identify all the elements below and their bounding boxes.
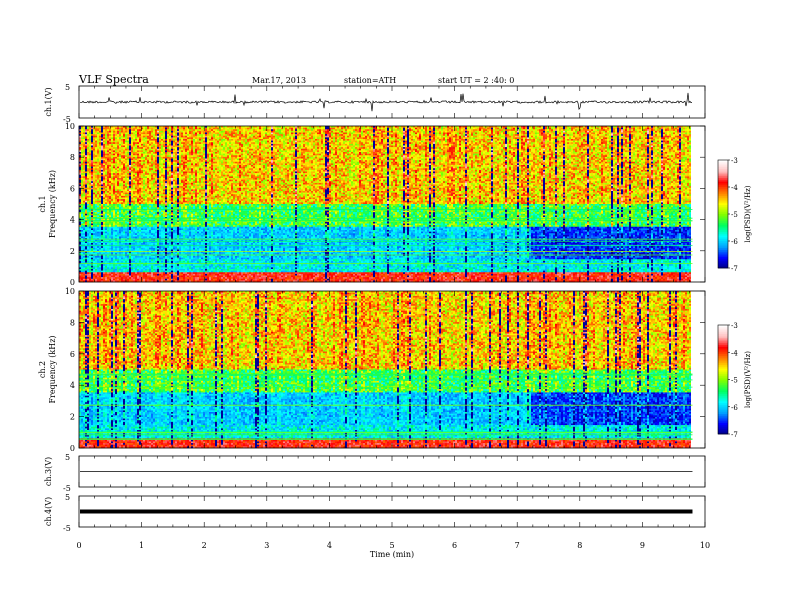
vlf-plot: 5-5ch.1(V)0246810ch.1 Frequency (kHz)-3-4… <box>0 0 792 612</box>
ch1-spectrogram-cbar-tick--6: -6 <box>731 238 738 246</box>
ch2-spectrogram-ytick-10: 10 <box>65 287 75 296</box>
ch2-spectrogram-channel-label: ch.2 <box>38 361 47 378</box>
ch2-spectrogram-cbar-tick--3: -3 <box>731 322 738 330</box>
ch2-spectrogram-heatmap <box>79 291 692 448</box>
ch1-spectrogram-cbar-label: log(PSD)(V²/Hz) <box>744 185 752 242</box>
ch1-spectrogram-cbar-tick--5: -5 <box>731 211 738 219</box>
ch3-waveform-ytick-bottom: -5 <box>63 484 71 493</box>
ch1-waveform-ylabel: ch.1(V) <box>44 87 53 116</box>
xtick-5: 5 <box>389 541 394 550</box>
ch4-waveform-trace <box>80 510 692 514</box>
ch1-spectrogram-ytick-4: 4 <box>70 216 75 225</box>
ch1-spectrogram-heatmap <box>79 126 692 282</box>
ch1-spectrogram-ytick-8: 8 <box>70 153 75 162</box>
ch1-spectrogram-ytick-10: 10 <box>65 122 75 131</box>
ch1-spectrogram-ylabel: Frequency (kHz) <box>48 170 57 238</box>
xtick-9: 9 <box>640 541 645 550</box>
ch2-spectrogram-cbar-tick--4: -4 <box>731 349 738 357</box>
ch2-spectrogram-ytick-6: 6 <box>70 350 75 359</box>
ch4-waveform-ytick-bottom: -5 <box>63 524 71 533</box>
ch2-spectrogram-colorbar <box>718 325 730 434</box>
ch1-spectrogram-colorbar <box>718 160 730 268</box>
ch2-spectrogram-ytick-4: 4 <box>70 381 75 390</box>
ch1-spectrogram-ytick-6: 6 <box>70 184 75 193</box>
ch1-spectrogram-cbar-tick--7: -7 <box>731 265 738 273</box>
ch2-spectrogram-cbar-label: log(PSD)(V²/Hz) <box>744 351 752 408</box>
ch4-waveform-ylabel: ch.4(V) <box>44 497 53 526</box>
xtick-1: 1 <box>139 541 144 550</box>
ch3-waveform-ylabel: ch.3(V) <box>44 457 53 486</box>
ch2-spectrogram-ylabel: Frequency (kHz) <box>48 335 57 403</box>
ch1-waveform-ytick-top: 5 <box>65 83 70 92</box>
ch3-waveform-ytick-top: 5 <box>65 453 70 462</box>
ch2-spectrogram-ytick-0: 0 <box>70 444 75 453</box>
xtick-0: 0 <box>76 541 81 550</box>
xtick-3: 3 <box>264 541 269 550</box>
xtick-10: 10 <box>700 541 710 550</box>
ch2-spectrogram-cbar-tick--5: -5 <box>731 377 738 385</box>
xtick-2: 2 <box>202 541 207 550</box>
ch2-spectrogram-ytick-2: 2 <box>70 413 75 422</box>
ch1-spectrogram-ytick-2: 2 <box>70 247 75 256</box>
ch4-waveform-ytick-top: 5 <box>65 493 70 502</box>
xtick-8: 8 <box>577 541 582 550</box>
ch1-waveform-trace <box>80 93 692 111</box>
xtick-4: 4 <box>327 541 332 550</box>
ch2-spectrogram-ytick-8: 8 <box>70 318 75 327</box>
x-axis-label: Time (min) <box>370 550 414 559</box>
ch2-spectrogram-cbar-tick--6: -6 <box>731 404 738 412</box>
ch1-spectrogram-cbar-tick--4: -4 <box>731 184 738 192</box>
ch1-spectrogram-channel-label: ch.1 <box>38 195 47 212</box>
xtick-7: 7 <box>515 541 520 550</box>
ch1-spectrogram-cbar-tick--3: -3 <box>731 157 738 165</box>
ch2-spectrogram-cbar-tick--7: -7 <box>731 431 738 439</box>
xtick-6: 6 <box>452 541 457 550</box>
ch1-spectrogram-ytick-0: 0 <box>70 278 75 287</box>
